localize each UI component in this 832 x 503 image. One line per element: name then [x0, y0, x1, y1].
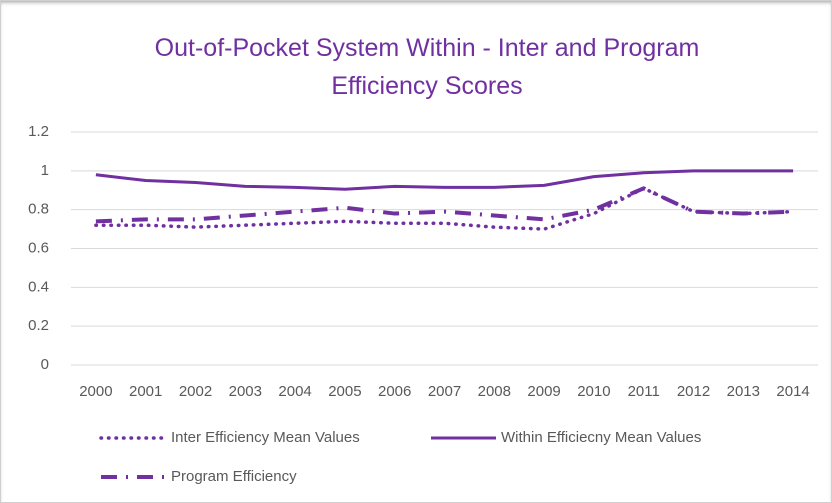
legend-label: Inter Efficiency Mean Values: [171, 429, 360, 446]
y-tick-label: 1: [41, 162, 49, 179]
chart-title: Out-of-Pocket System Within - Inter and …: [154, 34, 700, 100]
x-tick-label: 2011: [628, 383, 660, 400]
x-tick-label: 2004: [278, 383, 311, 400]
x-tick-label: 2002: [179, 383, 212, 400]
x-tick-label: 2000: [79, 383, 112, 400]
series-line: [95, 169, 794, 191]
x-tick-label: 2012: [677, 383, 710, 400]
x-tick-label: 2005: [328, 383, 361, 400]
x-tick-label: 2013: [727, 383, 760, 400]
legend-label: Program Efficiency: [171, 468, 297, 485]
y-tick-label: 0.8: [28, 201, 49, 218]
x-tick-label: 2008: [478, 383, 511, 400]
x-tick-label: 2007: [428, 383, 461, 400]
x-tick-label: 2014: [776, 383, 809, 400]
x-tick-label: 2010: [577, 383, 610, 400]
y-tick-label: 0.2: [28, 317, 49, 334]
x-tick-label: 2001: [129, 383, 162, 400]
series-line: [94, 186, 795, 231]
y-tick-label: 0.6: [28, 239, 49, 256]
series-line: [95, 186, 794, 224]
y-tick-label: 1.2: [28, 123, 49, 140]
x-tick-label: 2009: [527, 383, 560, 400]
legend-label: Within Efficiecny Mean Values: [501, 429, 701, 446]
x-tick-label: 2003: [229, 383, 262, 400]
x-tick-label: 2006: [378, 383, 411, 400]
y-tick-label: 0: [41, 356, 49, 373]
y-tick-label: 0.4: [28, 278, 49, 295]
